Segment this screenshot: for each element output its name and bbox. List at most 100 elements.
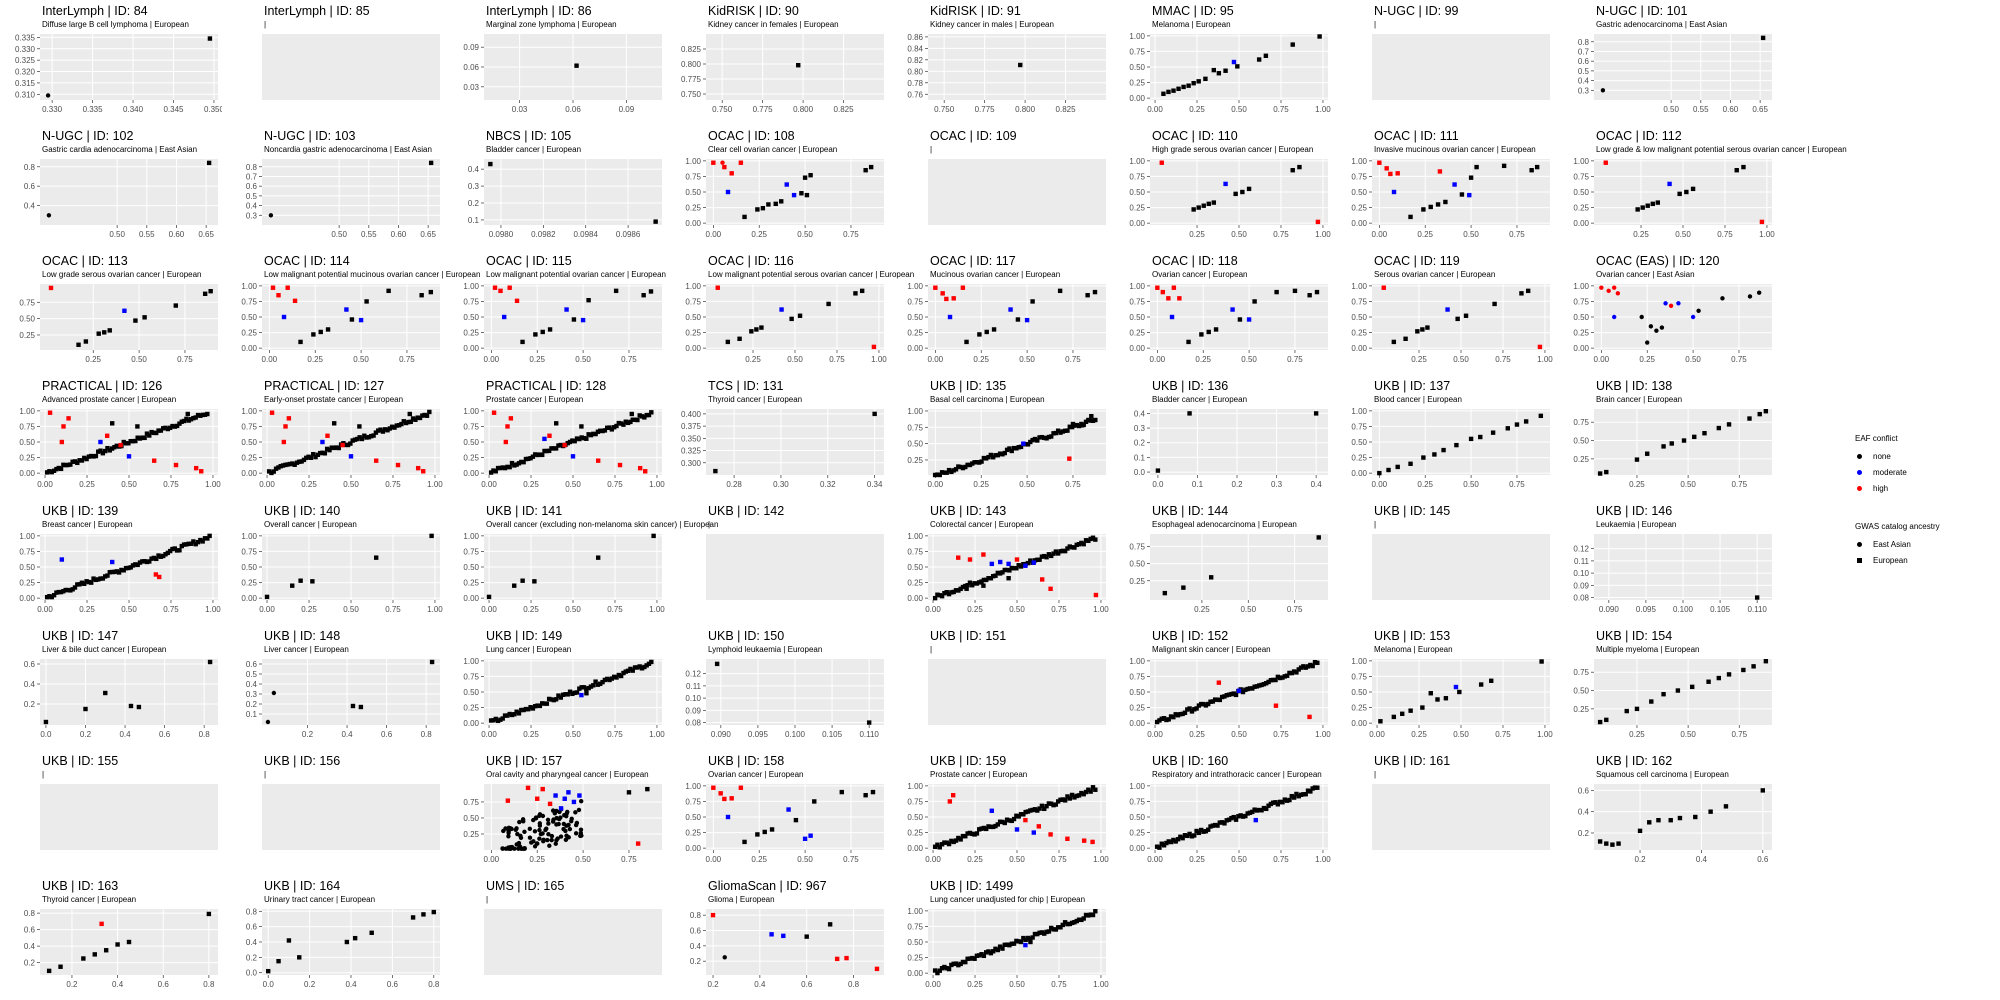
facet-title: UKB | ID: 158 [708,754,785,768]
background-point [541,838,546,844]
background-point [518,846,524,851]
data-point [207,533,212,539]
background-point [1065,921,1070,927]
background-point [529,840,534,845]
x-tick-label: 0.75 [1273,730,1289,739]
data-point [562,796,567,801]
data-point [989,808,995,813]
facet-subtitle: Squamous cell carcinoma | European [1596,770,1729,779]
data-point [1501,163,1507,169]
data-point [718,791,723,796]
data-point [1008,307,1013,312]
data-point [292,298,298,304]
background-point [1032,931,1038,937]
y-tick-label: 0.4 [468,165,480,174]
background-point [1051,927,1056,932]
background-point [1175,837,1181,842]
data-point [532,579,537,584]
data-point [1443,199,1448,205]
x-tick-label: 0.25 [301,605,317,614]
background-point [1002,450,1007,456]
background-point [1210,823,1216,828]
y-tick-label: 1.00 [907,532,923,541]
background-point [89,580,94,585]
background-point [1187,831,1192,837]
data-point [1089,413,1094,419]
x-tick-label: 0.65 [198,230,214,239]
x-tick-label: 0.50 [331,230,347,239]
background-point [1294,791,1299,797]
background-point [500,716,505,721]
background-point [1069,792,1075,798]
legend-label: moderate [1873,468,1907,477]
background-point [644,412,649,418]
background-point [1315,660,1320,666]
legend-item-moderate: moderate [1855,465,1907,481]
data-point [1093,592,1099,598]
background-point [1053,802,1059,807]
background-point [1018,564,1024,569]
background-point [1250,809,1255,815]
background-point [1231,814,1236,820]
background-point [1002,820,1007,826]
background-point [128,438,133,444]
background-point [1254,808,1260,813]
data-point [1661,444,1666,449]
background-point [1164,840,1169,846]
background-point [140,559,145,564]
background-point [63,462,68,468]
data-point [1692,434,1697,440]
x-tick-label: 0.25 [529,855,545,864]
y-tick-label: 0.00 [1351,719,1367,728]
background-point [1058,925,1063,930]
background-point [970,831,975,837]
background-point [509,460,515,466]
y-tick-label: 0.00 [19,469,35,478]
background-point [1044,436,1049,441]
y-tick-label: 0.00 [1351,469,1367,478]
background-point [1032,436,1038,442]
background-point [1245,686,1250,692]
x-tick-label: 0.110 [859,730,879,739]
y-tick-label: 0.00 [463,469,479,478]
facet-title: UKB | ID: 145 [1374,504,1451,518]
y-tick-label: 0.50 [1351,688,1367,697]
data-point [340,442,345,448]
x-tick-label: 0.50 [353,355,369,364]
x-tick-label: 0.50 [1675,230,1691,239]
x-tick-label: 0.50 [1009,980,1025,989]
data-point [1654,328,1659,333]
facet-title: UKB | ID: 155 [42,754,119,768]
background-point [1219,694,1225,700]
x-tick-label: 0.4 [1696,855,1708,864]
plot-background [706,534,884,600]
background-point [979,459,984,464]
facet-subtitle: Brain cancer | European [1596,395,1683,404]
background-point [533,815,539,820]
facet-subtitle: Bladder cancer | European [1152,395,1248,404]
data-point [311,332,316,337]
x-tick-label: 0.8 [848,980,860,989]
data-point [1529,168,1534,173]
facet-title: UKB | ID: 144 [1152,504,1229,518]
data-point [1028,939,1033,945]
background-point [1178,834,1183,840]
data-point [373,458,379,463]
background-point [1268,801,1274,807]
background-point [181,542,187,547]
data-point [488,161,493,167]
data-point [264,594,270,600]
background-point [977,953,982,958]
data-point [1408,461,1413,466]
background-point [1273,800,1278,805]
y-tick-label: 0.10 [1573,569,1589,578]
background-point [1229,691,1234,697]
x-tick-label: 0.00 [259,605,275,614]
facet-plot: 0.00 0.25 0.50 0.75 1.000.000.250.500.751.00 [907,532,1109,614]
plot-background [928,34,1106,100]
background-point [61,462,66,468]
data-point [103,948,109,953]
data-point [571,317,577,322]
facet-subtitle: | [264,20,267,29]
background-point [942,964,947,970]
